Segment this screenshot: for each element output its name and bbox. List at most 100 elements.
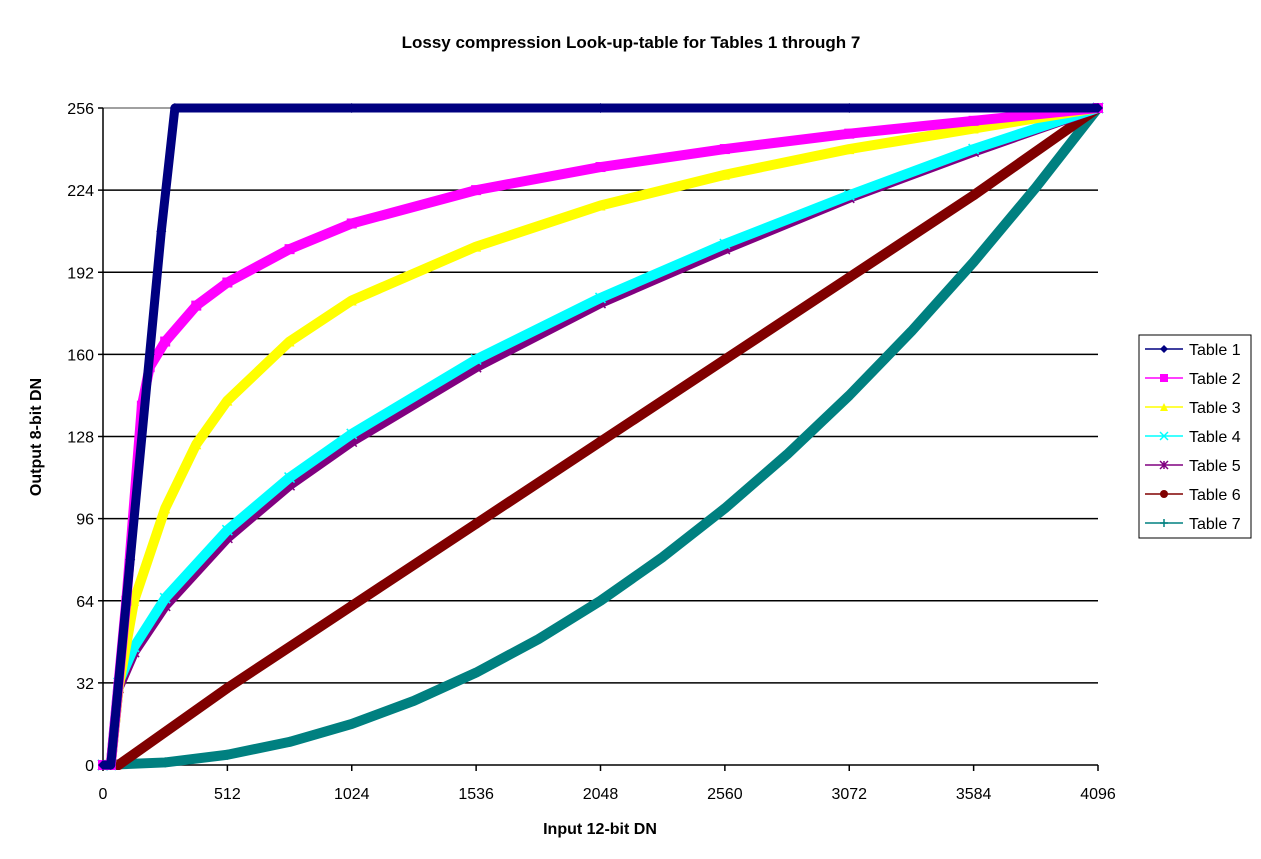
legend-label: Table 2 (1189, 371, 1241, 388)
data-point (595, 200, 606, 211)
data-point (221, 524, 233, 536)
data-point (595, 436, 606, 447)
legend-marker-star-icon (1159, 460, 1169, 470)
series-line (103, 103, 1101, 770)
data-point (594, 292, 607, 304)
legend-label: Table 6 (1189, 487, 1241, 504)
data-point (144, 349, 155, 360)
data-point (657, 552, 668, 563)
data-point (968, 115, 979, 126)
data-point (129, 595, 140, 606)
legend-item: Table 2 (1145, 371, 1241, 388)
legend-item: Table 5 (1145, 458, 1241, 475)
data-point (284, 736, 295, 747)
data-point (968, 123, 979, 134)
x-axis-label: Input 12-bit DN (543, 821, 657, 838)
data-point (968, 256, 979, 267)
x-tick-label: 3072 (831, 786, 867, 803)
data-point (346, 428, 358, 440)
legend-item: Table 6 (1145, 487, 1241, 504)
data-point (471, 185, 482, 196)
data-point (1093, 103, 1103, 113)
data-point (1030, 182, 1041, 193)
y-tick-label: 256 (67, 101, 94, 118)
legend-item: Table 1 (1145, 342, 1241, 359)
data-point (471, 241, 482, 252)
legend-marker-square-icon (1160, 374, 1168, 382)
legend-label: Table 1 (1189, 342, 1241, 359)
data-point (843, 189, 855, 201)
data-point (169, 103, 180, 113)
y-tick-label: 32 (76, 676, 94, 693)
x-tick-label: 2048 (583, 786, 619, 803)
x-tick-label: 4096 (1080, 786, 1116, 803)
data-point (719, 238, 731, 250)
data-point (844, 144, 855, 155)
x-tick-label: 2560 (707, 786, 743, 803)
chart-title: Lossy compression Look-up-table for Tabl… (402, 33, 861, 52)
y-tick-label: 128 (67, 430, 94, 447)
data-point (844, 390, 855, 401)
data-point (125, 554, 136, 565)
data-point (191, 439, 202, 450)
x-tick-label: 512 (214, 786, 241, 803)
legend-item: Table 4 (1145, 429, 1241, 446)
y-tick-label: 64 (76, 594, 94, 611)
data-point (222, 395, 233, 406)
data-point (98, 760, 108, 770)
data-point (719, 169, 730, 180)
data-point (719, 354, 730, 365)
data-point (470, 353, 482, 366)
data-point (284, 244, 295, 255)
y-tick-label: 224 (67, 183, 94, 200)
series-table-7 (98, 103, 1103, 770)
series-line (103, 103, 1098, 770)
data-point (346, 600, 357, 611)
legend-label: Table 7 (1189, 516, 1241, 533)
data-point (222, 683, 233, 694)
data-point (471, 667, 482, 678)
x-tick-label: 1536 (458, 786, 494, 803)
legend-item: Table 7 (1145, 516, 1241, 533)
data-point (471, 518, 482, 529)
y-tick-label: 192 (67, 265, 94, 282)
legend-label: Table 5 (1189, 458, 1241, 475)
legend-item: Table 3 (1145, 400, 1241, 417)
data-point (222, 277, 233, 288)
data-point (595, 595, 606, 606)
data-point (284, 336, 295, 347)
data-point (782, 449, 793, 460)
y-tick-label: 96 (76, 512, 94, 529)
data-point (156, 226, 167, 237)
data-point (968, 190, 979, 201)
data-point (160, 757, 171, 768)
data-point (346, 103, 357, 113)
x-tick-label: 0 (99, 786, 108, 803)
y-tick-label: 0 (85, 758, 94, 775)
data-point (408, 695, 419, 706)
data-point (844, 272, 855, 283)
series-table-1 (98, 103, 1103, 770)
data-point (906, 326, 917, 337)
legend-label: Table 4 (1189, 429, 1241, 446)
legend-marker-plus-icon (1160, 519, 1168, 527)
y-tick-label: 160 (67, 347, 94, 364)
x-tick-label: 1024 (334, 786, 370, 803)
data-point (159, 592, 171, 604)
data-point (844, 128, 855, 139)
data-point (844, 103, 855, 113)
legend-marker-x-icon (1159, 431, 1169, 441)
x-tick-label: 3584 (956, 786, 992, 803)
data-point (968, 143, 980, 155)
legend-marker-diamond-icon (1160, 345, 1168, 353)
data-point (222, 749, 233, 760)
axes (98, 107, 1099, 771)
legend-marker-circle-icon (1160, 490, 1168, 498)
data-point (105, 760, 116, 770)
legend-marker-triangle-icon (1160, 403, 1168, 411)
data-point (191, 300, 202, 311)
data-point (160, 336, 171, 347)
data-point (346, 295, 357, 306)
data-point (346, 218, 357, 229)
